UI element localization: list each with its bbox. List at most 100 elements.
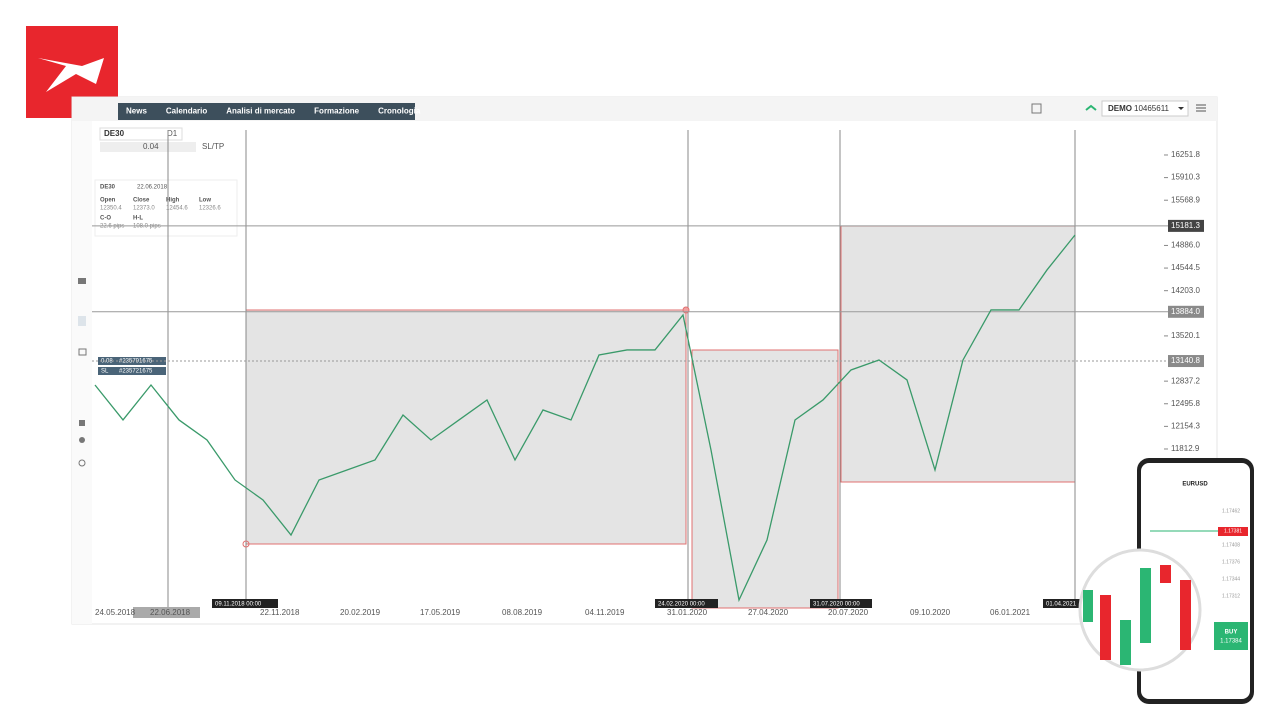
phone-tick: 1.17462 xyxy=(1222,508,1240,514)
order-id: #235721675 xyxy=(119,369,153,375)
tool-icon[interactable] xyxy=(79,420,85,426)
buy-button[interactable] xyxy=(1214,622,1248,650)
symbol: DE30 xyxy=(104,129,125,138)
menu-item[interactable]: Formazione xyxy=(314,107,359,116)
x-highlight xyxy=(133,607,200,618)
x-tick-label: 08.08.2019 xyxy=(502,608,543,617)
account-mode: DEMO xyxy=(1108,104,1132,113)
tool-icons xyxy=(78,278,87,467)
menu-item[interactable]: Calendario xyxy=(166,107,207,116)
date-marker xyxy=(212,599,278,608)
sltp-button[interactable]: SL/TP xyxy=(202,142,224,151)
y-tick-label: 15910.3 xyxy=(1171,173,1200,182)
price-badge xyxy=(1168,219,1204,232)
left-toolbar xyxy=(72,121,92,624)
dropdown-arrow xyxy=(1178,107,1184,110)
y-tick-label: 12495.8 xyxy=(1171,399,1200,408)
phone-tick: 1.17376 xyxy=(1222,559,1240,565)
x-tick-label: 22.11.2018 xyxy=(260,608,300,617)
phone-tick: 1.17408 xyxy=(1222,542,1240,548)
x-tick-label: 06.01.2021 xyxy=(990,608,1031,617)
y-tick-label: 15568.9 xyxy=(1171,195,1200,204)
info-value: 12373.0 xyxy=(133,206,155,212)
date-marker xyxy=(1043,599,1080,608)
info-label: C-O xyxy=(100,216,111,222)
layout-icon[interactable] xyxy=(1031,103,1042,114)
wifi-icon xyxy=(1085,104,1097,111)
info-label: Close xyxy=(133,198,150,204)
info-date: 22.06.2018 xyxy=(137,185,168,191)
order-tag xyxy=(98,367,166,375)
order-label: SL xyxy=(101,369,109,375)
x-tick-label: 22.06.2018 xyxy=(150,608,191,617)
info-value: 22.6 pips xyxy=(100,224,124,230)
x-tick-label: 27.04.2020 xyxy=(748,608,789,617)
phone-symbol: EURUSD xyxy=(1182,482,1208,488)
y-tick-label: 14886.0 xyxy=(1171,241,1200,250)
x-tick-label: 09.10.2020 xyxy=(910,608,951,617)
platform-window xyxy=(71,96,1218,625)
account-select[interactable] xyxy=(1101,100,1189,117)
x-tick-label: 20.02.2019 xyxy=(340,608,381,617)
info-value: 12350.4 xyxy=(100,206,122,212)
menu-bar xyxy=(118,103,415,120)
date-marker-label: 31.07.2020 00:00 xyxy=(813,602,860,608)
x-tick-label: 31.01.2020 xyxy=(667,608,708,617)
menu-item[interactable]: Cronologia xyxy=(378,107,421,116)
candle xyxy=(1140,568,1151,643)
range-box xyxy=(840,225,1076,483)
range-box xyxy=(691,349,839,609)
phone-price: 1.17381 xyxy=(1224,528,1242,534)
tool-icon[interactable] xyxy=(79,437,85,443)
y-tick-label: 14203.0 xyxy=(1171,286,1200,295)
candle xyxy=(1100,595,1111,660)
volume: 0.04 xyxy=(143,142,159,151)
price-badge-label: 13140.8 xyxy=(1171,356,1200,365)
order-id: #235791675 xyxy=(119,359,153,365)
phone-tick: 1.17312 xyxy=(1222,593,1240,599)
info-label: H-L xyxy=(133,216,143,222)
info-value: 12454.6 xyxy=(166,206,188,212)
candle xyxy=(1120,620,1131,665)
interval[interactable]: D1 xyxy=(167,129,178,138)
info-symbol: DE30 xyxy=(100,185,116,191)
order-label: 0.08 xyxy=(101,359,113,365)
tool-icon[interactable] xyxy=(78,459,86,467)
phone-price-badge xyxy=(1218,527,1248,536)
info-label: Open xyxy=(100,198,116,204)
date-marker xyxy=(655,599,718,608)
magnified-candles xyxy=(1083,565,1191,665)
x-tick-label: 17.05.2019 xyxy=(420,608,461,617)
candle xyxy=(1083,590,1093,622)
tool-icon[interactable] xyxy=(78,278,86,284)
volume-box[interactable] xyxy=(100,142,196,152)
price-line xyxy=(94,234,1076,603)
tool-icon[interactable] xyxy=(78,348,87,356)
info-label: Low xyxy=(199,198,211,204)
symbol-box[interactable] xyxy=(99,127,183,141)
candle xyxy=(1160,565,1171,583)
y-tick-label: 12837.2 xyxy=(1171,376,1200,385)
tool-icon[interactable] xyxy=(78,316,86,326)
price-badge xyxy=(1168,305,1204,318)
date-marker-label: 01.04.2021 xyxy=(1046,602,1077,608)
x-tick-label: 20.07.2020 xyxy=(828,608,869,617)
menu-item[interactable]: News xyxy=(126,107,147,116)
x-tick-label: 24.05.2018 xyxy=(95,608,136,617)
x-tick-label: 04.11.2019 xyxy=(585,608,625,617)
y-tick-label: 11812.9 xyxy=(1171,444,1200,453)
anchor xyxy=(242,540,250,548)
candle xyxy=(1180,580,1191,650)
menu-item[interactable]: Analisi di mercato xyxy=(226,107,295,116)
menu-icon[interactable] xyxy=(1196,104,1206,112)
price-badge xyxy=(1168,355,1204,368)
y-tick-label: 12154.3 xyxy=(1171,421,1200,430)
date-marker-label: 24.02.2020 00:00 xyxy=(658,602,705,608)
buy-price: 1.17384 xyxy=(1220,639,1242,645)
info-box xyxy=(94,179,238,237)
info-value: 108.0 pips xyxy=(133,224,161,230)
date-marker xyxy=(810,599,872,608)
phone-tick: 1.17344 xyxy=(1222,576,1240,582)
